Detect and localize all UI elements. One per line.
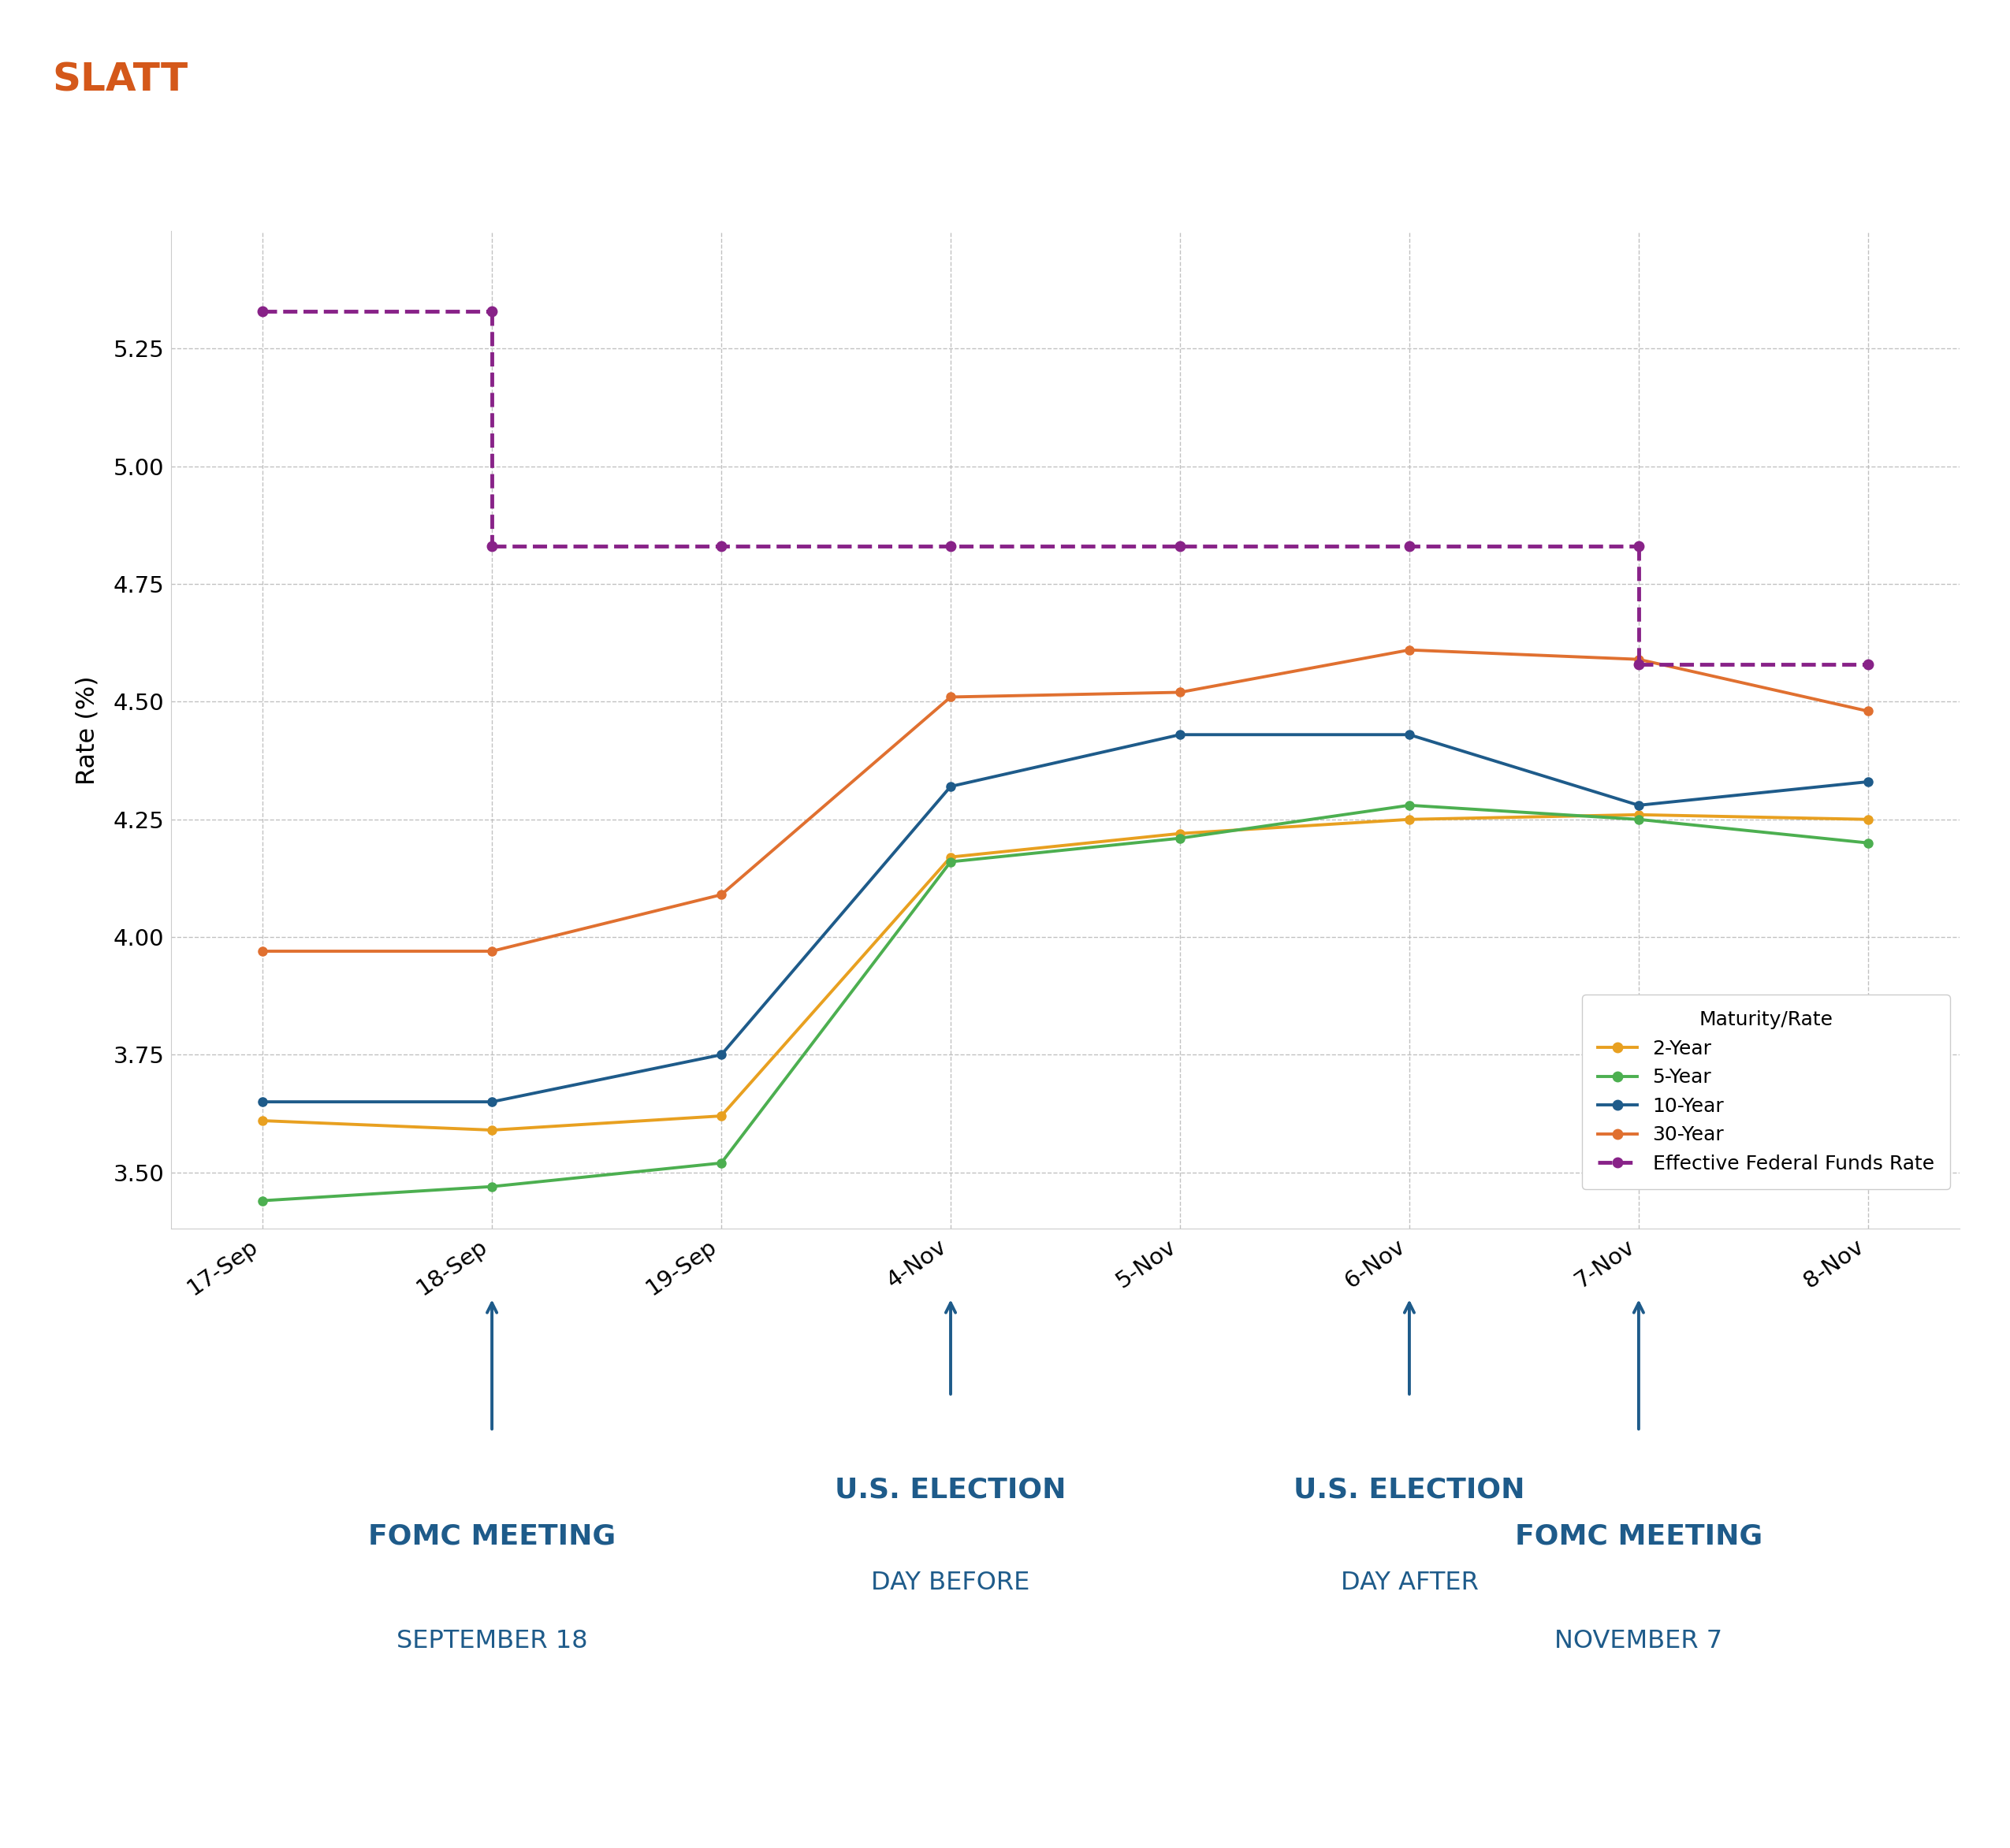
Text: CAPITAL: CAPITAL [265, 65, 408, 94]
2-Year [939, 846, 963, 869]
5-Year [1626, 808, 1650, 830]
Text: DAY AFTER: DAY AFTER [1341, 1571, 1477, 1595]
5-Year [251, 1190, 275, 1212]
30-Year [1855, 700, 1879, 723]
5-Year [480, 1175, 505, 1198]
10-Year [1397, 724, 1421, 747]
30-Year [939, 686, 963, 708]
Text: TREASURY YIELDS & FEDERAL FUNDS RATE: TREASURY YIELDS & FEDERAL FUNDS RATE [637, 46, 1755, 91]
10-Year [1626, 795, 1650, 817]
10-Year [710, 1044, 734, 1066]
Y-axis label: Rate (%): Rate (%) [76, 675, 100, 785]
30-Year [1397, 639, 1421, 662]
30-Year [1626, 649, 1650, 671]
Bar [36, 24, 247, 176]
10-Year [480, 1090, 505, 1112]
5-Year [939, 850, 963, 872]
5-Year [1397, 795, 1421, 817]
Text: U.S. ELECTION: U.S. ELECTION [1294, 1477, 1526, 1502]
10-Year [1168, 724, 1192, 747]
Text: SEPTEMBER 18: SEPTEMBER 18 [396, 1628, 587, 1654]
Text: RANGING SEPTEMBER 17, 2024 - NOVEMBER 6, 2024: RANGING SEPTEMBER 17, 2024 - NOVEMBER 6,… [818, 139, 1574, 164]
30-Year [1168, 682, 1192, 704]
Line: 5-Year: 5-Year [257, 800, 1873, 1205]
Text: FOMC MEETING: FOMC MEETING [1516, 1523, 1763, 1549]
30-Year [710, 883, 734, 906]
2-Year [1168, 822, 1192, 845]
Text: U.S. ELECTION: U.S. ELECTION [834, 1477, 1065, 1502]
10-Year [251, 1090, 275, 1112]
2-Year [1397, 808, 1421, 830]
2-Year [1626, 804, 1650, 826]
Text: NOVEMBER 7: NOVEMBER 7 [1554, 1628, 1723, 1654]
2-Year [1855, 808, 1879, 830]
2-Year [710, 1105, 734, 1127]
5-Year [1168, 828, 1192, 850]
10-Year [939, 776, 963, 798]
5-Year [1855, 832, 1879, 854]
30-Year [251, 941, 275, 963]
Line: 10-Year: 10-Year [257, 730, 1873, 1107]
2-Year [480, 1120, 505, 1142]
10-Year [1855, 771, 1879, 793]
Text: DAY BEFORE: DAY BEFORE [870, 1571, 1029, 1595]
30-Year [480, 941, 505, 963]
Text: FOMC MEETING: FOMC MEETING [368, 1523, 615, 1549]
Text: SLATT: SLATT [52, 61, 189, 98]
Legend: 2-Year, 5-Year, 10-Year, 30-Year, Effective Federal Funds Rate: 2-Year, 5-Year, 10-Year, 30-Year, Effect… [1582, 994, 1950, 1188]
2-Year [251, 1109, 275, 1131]
5-Year [710, 1151, 734, 1173]
Line: 30-Year: 30-Year [257, 645, 1873, 955]
Line: 2-Year: 2-Year [257, 809, 1873, 1135]
